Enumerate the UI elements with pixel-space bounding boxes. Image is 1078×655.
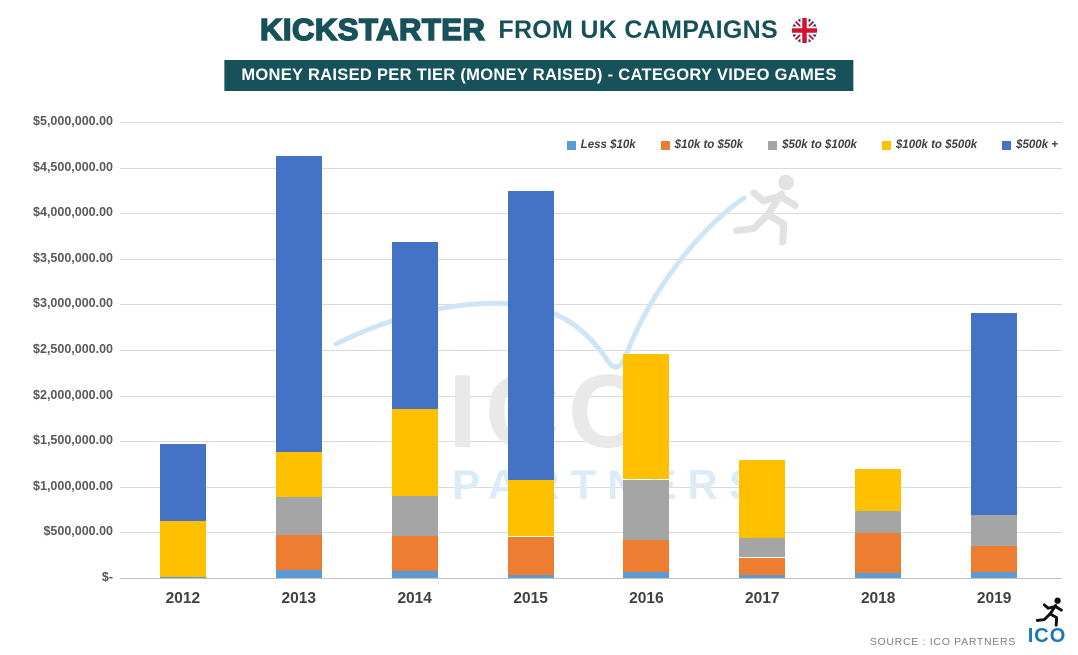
x-axis-label-2016: 2016 [629, 590, 664, 607]
ico-logo-text: ICO [1027, 625, 1067, 647]
bar-segment-2013--10k-to-50k [275, 535, 322, 570]
header: KICKSTARTER FROM UK CAMPAIGNS [0, 11, 1078, 48]
x-axis-label-2015: 2015 [513, 590, 548, 607]
bar-segment-2014--50k-to-100k [391, 495, 438, 536]
gridline [120, 258, 1062, 260]
y-axis-tick-label: $1,000,000.00 [33, 478, 113, 493]
bar-segment-2015--10k-to-50k [507, 536, 554, 576]
bar-segment-2015-less-10k [507, 575, 554, 578]
partners-watermark-text: PARTNERS [452, 461, 768, 508]
legend-item: $100k to $500k [881, 139, 978, 151]
bar-segment-2016--10k-to-50k [623, 539, 670, 573]
gridline [120, 122, 1062, 123]
bar-segment-2016--50k-to-100k [623, 479, 670, 540]
gridline [120, 486, 1062, 488]
gridline [120, 213, 1062, 215]
x-axis-label-2019: 2019 [976, 590, 1012, 607]
chart-title-banner: MONEY RAISED PER TIER (MONEY RAISED) - C… [224, 60, 854, 91]
bar-segment-2013--500k- [275, 155, 322, 453]
legend-swatch-icon [660, 140, 670, 150]
bar-segment-2018-less-10k [855, 573, 902, 578]
legend-label: $50k to $100k [782, 139, 857, 151]
y-axis-tick-label: $2,500,000.00 [33, 342, 113, 356]
legend-label: Less $10k [580, 139, 636, 151]
bar-segment-2019--50k-to-100k [971, 515, 1018, 546]
bar-segment-2013--100k-to-500k [275, 452, 322, 498]
legend-swatch-icon [1002, 140, 1012, 150]
legend-item: $500k + [1002, 139, 1058, 151]
y-axis-tick-label: $1,500,000.00 [33, 433, 113, 448]
legend-swatch-icon [566, 140, 576, 150]
bar-segment-2013--50k-to-100k [275, 497, 322, 536]
bar-segment-2017-less-10k [739, 575, 786, 578]
gridline [120, 304, 1062, 306]
x-axis-label-2013: 2013 [281, 590, 317, 607]
bar-segment-2017--10k-to-50k [739, 557, 786, 576]
x-axis-label-2018: 2018 [860, 590, 896, 607]
kickstarter-logo: KICKSTARTER [259, 11, 486, 48]
bar-segment-2018--50k-to-100k [855, 511, 902, 534]
legend-swatch-icon [768, 140, 778, 150]
source-caption: SOURCE : ICO PARTNERS [869, 636, 1016, 648]
legend-item: $50k to $100k [768, 139, 857, 151]
bar-segment-2012--500k- [159, 443, 206, 521]
bar-segment-2018--100k-to-500k [855, 469, 902, 512]
bar-segment-2017--100k-to-500k [739, 459, 786, 539]
uk-flag-icon [791, 17, 818, 44]
legend: Less $10k $10k to $50k $50k to $100k $100k … [566, 139, 1058, 151]
legend-item: Less $10k [566, 139, 636, 151]
bar-segment-2016-less-10k [623, 572, 670, 578]
legend-swatch-icon [881, 140, 891, 150]
y-axis-tick-label: $3,000,000.00 [33, 296, 113, 311]
bar-segment-2017--50k-to-100k [739, 538, 786, 558]
bar-segment-2019--500k- [971, 312, 1018, 516]
y-axis-tick-label: $5,000,000.00 [33, 114, 113, 128]
y-axis-tick-label: $- [101, 570, 113, 584]
gridline [120, 350, 1062, 351]
gridline [120, 532, 1062, 534]
gridline [120, 167, 1062, 169]
bar-segment-2018--10k-to-50k [855, 533, 902, 574]
x-axis-label-2014: 2014 [397, 590, 432, 607]
legend-label: $10k to $50k [674, 139, 744, 151]
bar-segment-2012--100k-to-500k [159, 521, 206, 577]
legend-item: $10k to $50k [660, 139, 744, 151]
x-axis-label-2017: 2017 [745, 590, 780, 607]
bar-segment-2019-less-10k [971, 571, 1018, 578]
legend-label: $100k to $500k [895, 139, 978, 151]
bar-segment-2019--10k-to-50k [971, 545, 1018, 572]
y-axis-tick-label: $2,000,000.00 [33, 387, 113, 402]
ico-logo: ICO [1024, 596, 1070, 646]
bar-segment-2016--100k-to-500k [623, 353, 670, 480]
gridline [120, 441, 1062, 443]
x-axis-label-2012: 2012 [165, 590, 201, 607]
gridline [120, 395, 1062, 397]
bar-segment-2014--10k-to-50k [391, 535, 438, 572]
bar-segment-2014--500k- [391, 241, 438, 409]
gridline [120, 578, 1062, 579]
y-axis-tick-label: $500,000.00 [43, 524, 113, 539]
bar-segment-2013-less-10k [275, 569, 322, 578]
ico-runner-icon [1035, 597, 1063, 627]
bar-segment-2014-less-10k [391, 571, 438, 578]
header-subtitle: FROM UK CAMPAIGNS [498, 15, 778, 44]
bar-segment-2015--500k- [507, 191, 554, 481]
bar-segment-2015--100k-to-500k [507, 480, 554, 537]
y-axis-tick-label: $4,500,000.00 [33, 159, 113, 174]
y-axis-tick-label: $4,000,000.00 [33, 205, 113, 220]
legend-label: $500k + [1016, 139, 1058, 151]
bar-segment-2014--100k-to-500k [391, 408, 438, 496]
runner-watermark-icon [733, 174, 799, 246]
bar-segment-2012-less-10k [159, 576, 206, 578]
y-axis-tick-label: $3,500,000.00 [33, 250, 113, 265]
